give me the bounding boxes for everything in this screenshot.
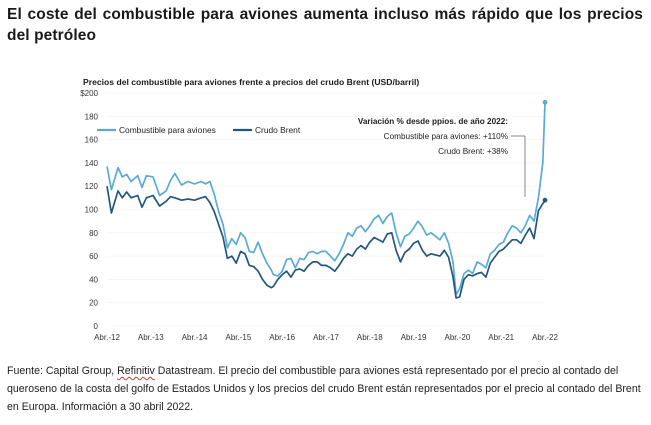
annotation-jet: Combustible para aviones: +110% <box>384 132 508 141</box>
y-tick-label: 160 <box>85 136 99 145</box>
x-tick-label: Abr.-18 <box>357 333 383 342</box>
legend: Combustible para aviones Crudo Brent <box>97 125 301 135</box>
source-note: Fuente: Capital Group, Refinitiv Datastr… <box>7 362 645 416</box>
y-tick-label: 140 <box>85 159 99 168</box>
headline: El coste del combustible para aviones au… <box>7 6 643 44</box>
y-tick-label: 20 <box>89 299 98 308</box>
y-tick-label: $200 <box>80 89 98 98</box>
y-tick-label: 80 <box>89 229 98 238</box>
x-tick-label: Abr.-15 <box>226 333 252 342</box>
source-prefix: Fuente: Capital Group, <box>7 365 118 377</box>
series-line-jet-fuel <box>106 102 546 296</box>
y-tick-label: 0 <box>94 322 99 331</box>
series-lines <box>106 99 548 299</box>
x-tick-label: Abr.-12 <box>94 333 120 342</box>
legend-label-brent: Crudo Brent <box>255 125 301 135</box>
x-tick-label: Abr.-13 <box>138 333 164 342</box>
endpoint-marker-brent <box>542 197 548 203</box>
x-tick-label: Abr.-21 <box>488 333 514 342</box>
x-tick-label: Abr.-19 <box>401 333 427 342</box>
legend-label-jet: Combustible para aviones <box>119 125 216 135</box>
series-line-brent <box>106 186 546 299</box>
chart: Precios del combustible para aviones fre… <box>80 77 558 342</box>
grid <box>107 92 545 327</box>
y-tick-label: 180 <box>85 112 99 121</box>
x-tick-label: Abr.-20 <box>445 333 471 342</box>
x-tick-label: Abr.-14 <box>182 333 208 342</box>
y-axis: $200 180 160 140 120 100 80 60 40 20 0 <box>80 89 98 331</box>
y-tick-label: 100 <box>85 206 99 215</box>
x-axis: Abr.-12 Abr.-13 Abr.-14 Abr.-15 Abr.-16 Abr.-… <box>94 333 558 342</box>
x-tick-label: Abr.-17 <box>313 333 339 342</box>
annotation-brent: Crudo Brent: +38% <box>438 147 508 156</box>
y-tick-label: 40 <box>89 275 98 284</box>
x-tick-label: Abr.-22 <box>532 333 558 342</box>
x-tick-label: Abr.-16 <box>269 333 295 342</box>
annotation-title: Variación % desde ppios. de año 2022: <box>358 117 508 126</box>
annotation: Variación % desde ppios. de año 2022: Co… <box>358 117 508 156</box>
source-rest: Datastream. El precio del combustible pa… <box>7 365 641 413</box>
source-refinitiv: Refinitiv <box>117 365 155 377</box>
y-tick-label: 60 <box>89 252 98 261</box>
chart-title: Precios del combustible para aviones fre… <box>83 77 419 87</box>
y-tick-label: 120 <box>85 182 99 191</box>
endpoint-marker-jet-fuel <box>542 99 548 105</box>
